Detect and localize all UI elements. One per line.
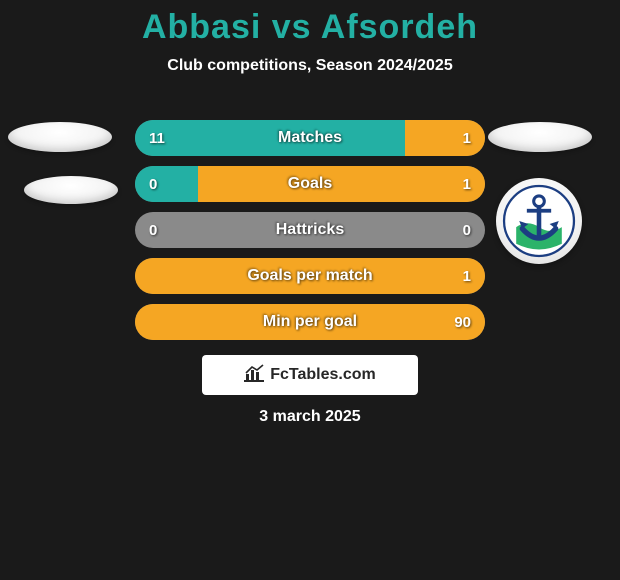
chart-icon (244, 364, 264, 387)
watermark: FcTables.com (202, 355, 418, 395)
stat-label: Min per goal (135, 304, 485, 340)
stat-label: Goals (135, 166, 485, 202)
stat-value-left: 0 (135, 212, 171, 248)
stat-label: Goals per match (135, 258, 485, 294)
watermark-text: FcTables.com (270, 366, 376, 384)
stat-value-right: 1 (449, 258, 485, 294)
stat-bar: Goals (135, 166, 485, 202)
stat-bar: Hattricks (135, 212, 485, 248)
stat-bar: Matches (135, 120, 485, 156)
stat-value-left: 11 (135, 120, 179, 156)
date-label: 3 march 2025 (0, 408, 620, 426)
team-badge-placeholder (488, 122, 592, 152)
stat-value-right: 1 (449, 166, 485, 202)
stat-value-left: 0 (135, 166, 171, 202)
stat-value-left (135, 304, 163, 340)
stat-bar: Min per goal (135, 304, 485, 340)
stat-bar: Goals per match (135, 258, 485, 294)
team-crest-icon (496, 178, 582, 264)
stat-value-right: 0 (449, 212, 485, 248)
stat-value-left (135, 258, 163, 294)
stat-row: Min per goal90 (0, 304, 620, 340)
stat-value-right: 1 (449, 120, 485, 156)
stat-label: Matches (135, 120, 485, 156)
comparison-infographic: Abbasi vs Afsordeh Club competitions, Se… (0, 0, 620, 580)
stat-label: Hattricks (135, 212, 485, 248)
subtitle: Club competitions, Season 2024/2025 (0, 57, 620, 75)
stat-value-right: 90 (440, 304, 485, 340)
page-title: Abbasi vs Afsordeh (0, 0, 620, 47)
team-badge-placeholder (8, 122, 112, 152)
stat-row: Goals per match1 (0, 258, 620, 294)
team-badge-placeholder (24, 176, 118, 204)
